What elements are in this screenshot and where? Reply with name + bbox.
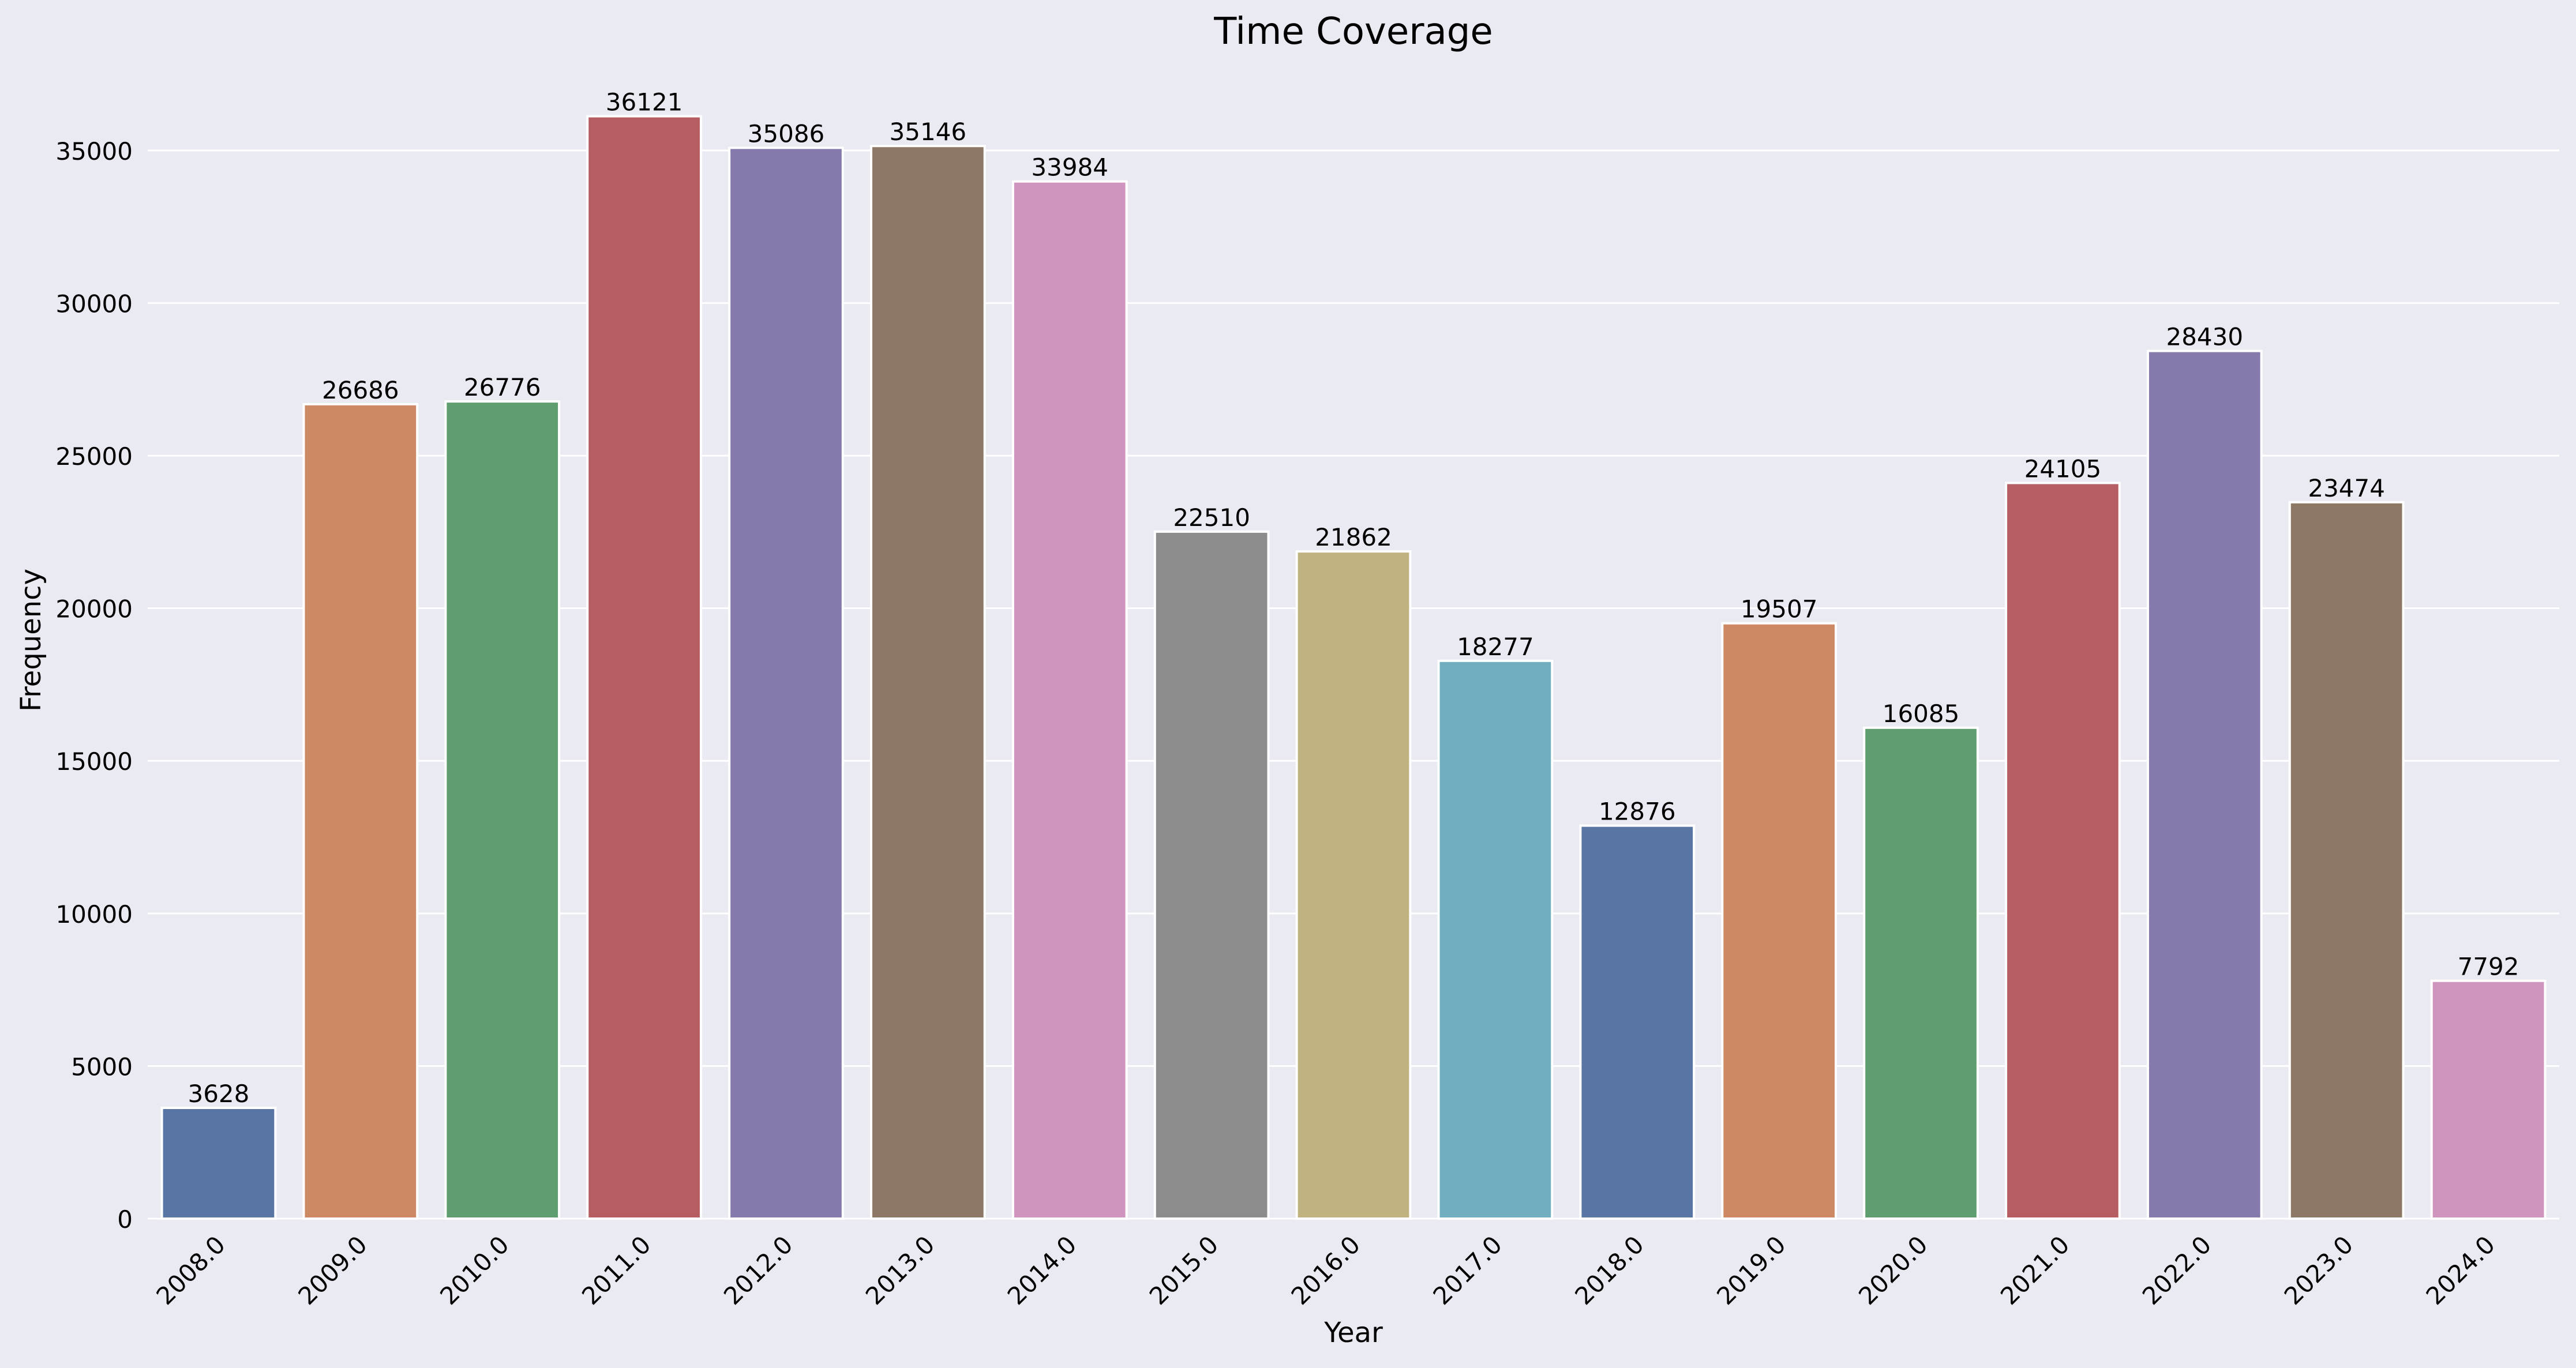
bar-data-label: 35086 [748, 119, 825, 148]
bar [586, 115, 702, 1220]
bar-data-label: 24105 [2024, 454, 2102, 483]
x-tick-label: 2018.0 [1569, 1230, 1649, 1310]
y-tick-label: 15000 [55, 747, 133, 776]
x-tick-label: 2008.0 [151, 1230, 231, 1310]
y-tick-label: 30000 [55, 290, 133, 318]
bar [302, 403, 419, 1220]
bar [1153, 530, 1270, 1220]
bar [1295, 550, 1412, 1220]
bar [2288, 501, 2405, 1220]
bar-data-label: 36121 [606, 88, 683, 116]
chart-title: Time Coverage [1213, 10, 1493, 53]
x-tick-label: 2011.0 [576, 1230, 657, 1310]
bar [2005, 482, 2121, 1220]
bar-data-label: 28430 [2166, 323, 2243, 351]
bar [160, 1107, 277, 1220]
x-tick-label: 2009.0 [293, 1230, 373, 1310]
y-tick-label: 5000 [71, 1053, 133, 1081]
bar-data-label: 19507 [1741, 595, 1818, 623]
bar-data-label: 26776 [464, 373, 541, 401]
bar [1437, 659, 1554, 1220]
bar [1863, 726, 1979, 1220]
y-axis-ticks: 0 5000 10000 15000 20000 25000 30000 35000 [55, 137, 133, 1234]
x-axis-label: Year [1323, 1317, 1383, 1349]
x-tick-label: 2013.0 [860, 1230, 940, 1310]
x-tick-label: 2024.0 [2421, 1230, 2501, 1310]
data-labels: 3628 26686 26776 36121 35086 35146 33984 22510 2… [188, 88, 2519, 1108]
bar [2146, 349, 2263, 1220]
bar-data-label: 22510 [1173, 503, 1250, 532]
bar [444, 400, 561, 1220]
bar-data-label: 33984 [1031, 153, 1108, 182]
bar-data-label: 18277 [1457, 633, 1534, 661]
x-tick-label: 2019.0 [1711, 1230, 1791, 1310]
bar-data-label: 16085 [1883, 700, 1960, 728]
x-tick-label: 2010.0 [434, 1230, 515, 1310]
bar [870, 145, 986, 1220]
bar [2430, 979, 2547, 1220]
bar [1011, 180, 1128, 1220]
bar-data-label: 21862 [1315, 523, 1392, 551]
x-axis-ticks: 2008.0 2009.0 2010.0 2011.0 2012.0 2013.0 2014… [151, 1230, 2500, 1310]
y-tick-label: 35000 [55, 137, 133, 166]
bar [728, 146, 844, 1220]
x-tick-label: 2022.0 [2137, 1230, 2217, 1310]
bar-data-label: 7792 [2458, 953, 2519, 981]
x-tick-label: 2015.0 [1144, 1230, 1224, 1310]
bar [1579, 824, 1696, 1220]
bars [160, 115, 2547, 1220]
bar-data-label: 3628 [188, 1080, 249, 1108]
x-tick-label: 2023.0 [2279, 1230, 2359, 1310]
x-tick-label: 2016.0 [1286, 1230, 1366, 1310]
bar-data-label: 26686 [322, 376, 399, 404]
x-tick-label: 2012.0 [718, 1230, 798, 1310]
y-tick-label: 10000 [55, 900, 133, 929]
x-tick-label: 2021.0 [1995, 1230, 2075, 1310]
bar [1721, 622, 1838, 1220]
y-tick-label: 0 [117, 1205, 133, 1234]
x-tick-label: 2017.0 [1427, 1230, 1508, 1310]
bar-data-label: 35146 [890, 118, 967, 146]
y-tick-label: 20000 [55, 595, 133, 623]
y-axis-label: Frequency [15, 569, 47, 712]
x-tick-label: 2014.0 [1002, 1230, 1082, 1310]
x-tick-label: 2020.0 [1853, 1230, 1933, 1310]
y-tick-label: 25000 [55, 442, 133, 471]
bar-data-label: 23474 [2308, 474, 2385, 502]
bar-data-label: 12876 [1599, 798, 1676, 826]
